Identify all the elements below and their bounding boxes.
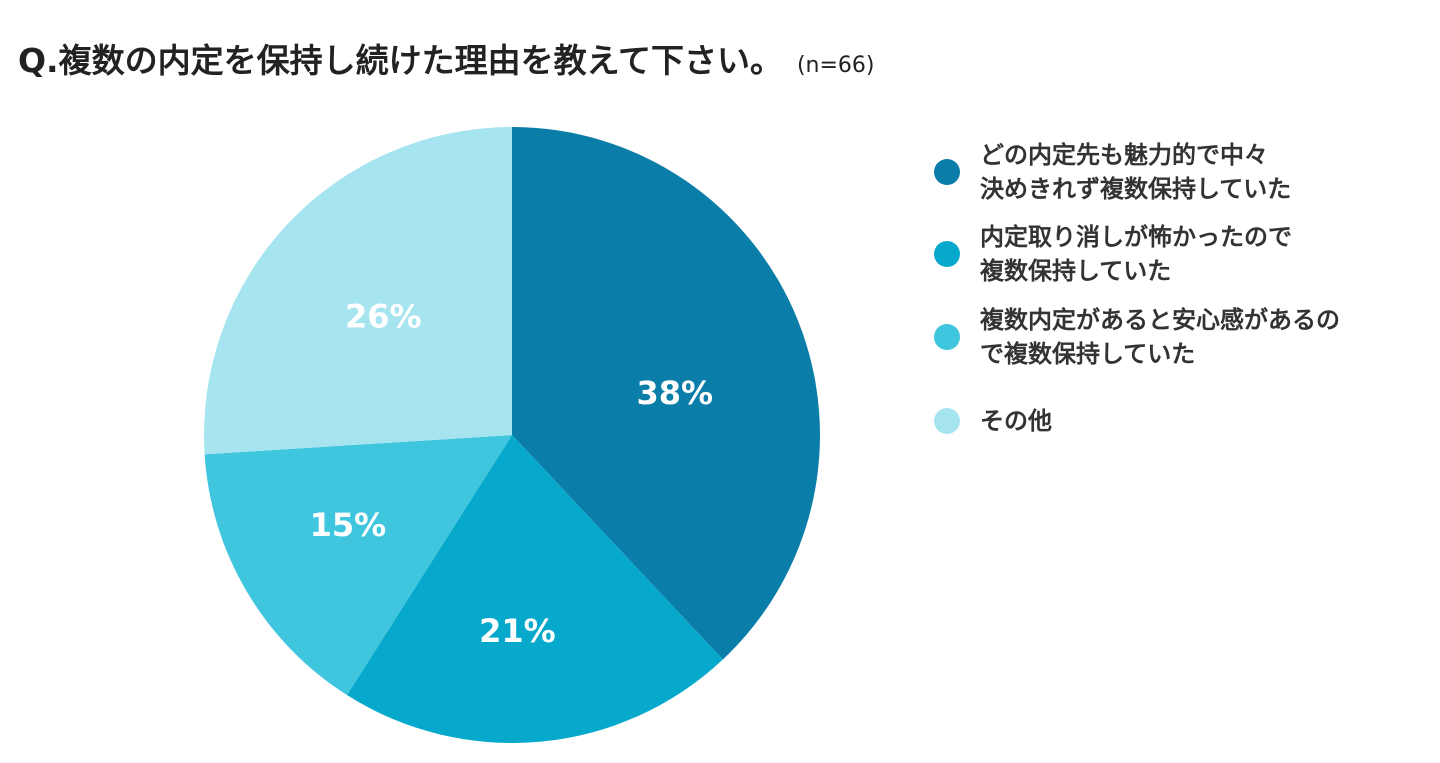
legend-swatch [934,324,960,350]
legend-label: 内定取り消しが怖かったので 複数保持していた [980,223,1292,285]
slice-label-1: 21% [479,612,556,650]
pie-slice-0 [512,127,821,660]
legend-swatch [934,241,960,267]
legend-label: その他 [980,407,1052,435]
legend-swatch [934,159,960,185]
slice-label-2: 15% [310,506,387,544]
title-text: Q.複数の内定を保持し続けた理由を教えて下さい。 [18,41,783,80]
pie-slice-3 [204,127,512,455]
slice-label-0: 38% [637,374,714,412]
chart-title: Q.複数の内定を保持し続けた理由を教えて下さい。 (n=66) [18,34,875,82]
legend-item-0: どの内定先も魅力的で中々 決めきれず複数保持していた [934,138,1434,206]
legend-item-3: その他 [934,404,1434,438]
sample-size: (n=66) [796,53,875,78]
pie-slice-2 [204,435,512,696]
legend-swatch [934,408,960,434]
legend-item-1: 内定取り消しが怖かったので 複数保持していた [934,220,1434,288]
pie-slice-1 [346,435,723,743]
legend-label: 複数内定があると安心感があるの で複数保持していた [980,306,1340,368]
slice-label-3: 26% [345,297,422,335]
legend-item-2: 複数内定があると安心感があるの で複数保持していた [934,303,1434,371]
pie-chart: 38% 21% 15% 26% [204,127,821,743]
legend-label: どの内定先も魅力的で中々 決めきれず複数保持していた [980,141,1292,203]
